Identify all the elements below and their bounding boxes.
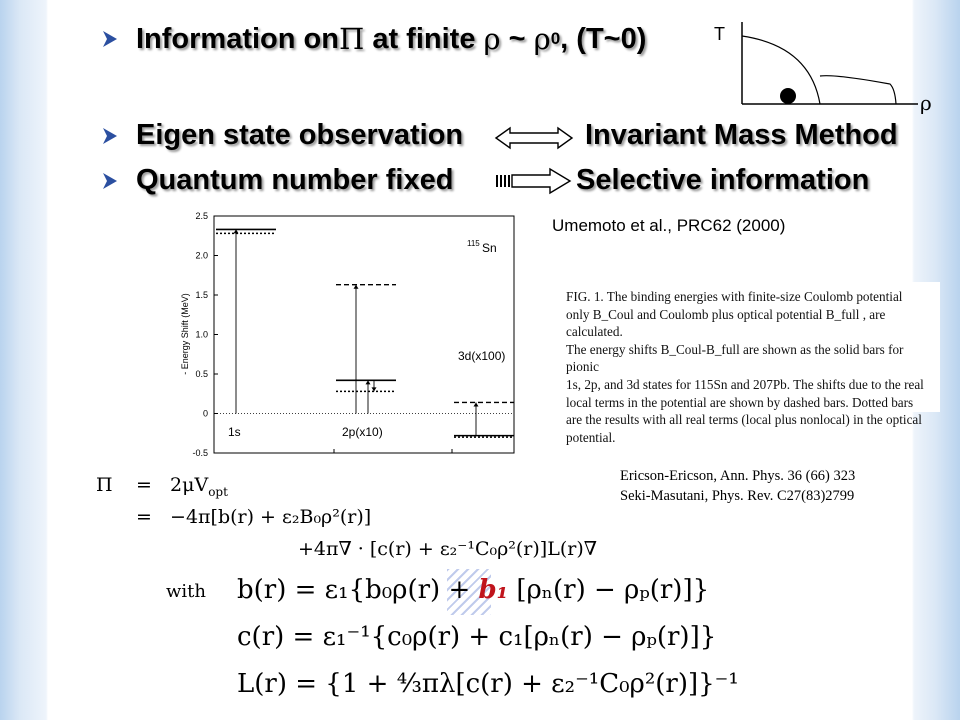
subscript: 0 xyxy=(550,29,561,48)
bullet-text: Selective information xyxy=(576,164,870,196)
nuclear-matter-point xyxy=(780,88,796,104)
energy-shift-chart: - Energy Shift (MeV) 2.5 2.0 1.5 1.0 0.5 0 -0.… xyxy=(180,211,515,458)
state-label: 2p(x10) xyxy=(342,425,383,439)
y-axis-label: - Energy Shift (MeV) xyxy=(180,293,190,375)
bullet-text: at finite xyxy=(364,22,484,55)
state-label: 1s xyxy=(228,425,241,439)
b-equation-end: [ρₙ(r) − ρₚ(r)]} xyxy=(508,575,710,605)
rho-symbol: ρ xyxy=(483,22,501,56)
nucleus-label: Sn xyxy=(482,241,497,255)
y-tick-label: 0 xyxy=(203,409,208,419)
bullet-text: Eigen state observation xyxy=(136,119,464,151)
with-label: with xyxy=(166,581,206,602)
caption-line: only B_Coul and Coulomb plus optical pot… xyxy=(566,306,886,340)
eq1-subscript: opt xyxy=(208,484,228,499)
pi-symbol: Π xyxy=(338,22,365,56)
arrow-bullet-icon xyxy=(103,127,117,144)
bullet-text: , (T~0) xyxy=(560,22,647,55)
y-tick-label: -0.5 xyxy=(192,448,208,458)
state-label: 3d(x100) xyxy=(458,349,505,363)
b-equation: b(r) = ε₁{b₀ρ(r) + b₁ [ρₙ(r) − ρₚ(r)]} xyxy=(237,575,709,605)
bullet-text: ~ xyxy=(500,22,534,55)
equation-line-1: = 2μVopt xyxy=(136,474,228,499)
caption-line: The energy shifts B_Coul-B_full are show… xyxy=(566,341,904,375)
eq1-text: = 2μV xyxy=(136,474,209,496)
bullet-eigen-state: Eigen state observation xyxy=(100,119,463,152)
caption-line: potential. xyxy=(566,429,616,445)
pi-symbol: Π xyxy=(96,474,113,496)
figure-caption: FIG. 1. The binding energies with finite… xyxy=(548,282,940,445)
c-equation: c(r) = ε₁⁻¹{c₀ρ(r) + c₁[ρₙ(r) − ρₚ(r)]} xyxy=(237,622,717,652)
bullet-text: Invariant Mass Method xyxy=(585,119,898,151)
arrow-bullet-icon xyxy=(103,172,117,189)
b-equation-start: b(r) = ε₁{b₀ρ(r) + xyxy=(237,575,479,605)
phase-boundary xyxy=(741,35,821,105)
striped-arrow-icon xyxy=(496,167,572,195)
ref-journal: PRC62 (2000) xyxy=(672,216,786,235)
ericson-reference: Ericson-Ericson, Ann. Phys. 36 (66) 323 xyxy=(620,468,856,484)
highlight-hatch xyxy=(447,569,491,615)
y-tick-label: 2.0 xyxy=(195,251,208,261)
y-tick-label: 1.5 xyxy=(195,290,208,300)
seki-reference: Seki-Masutani, Phys. Rev. C27(83)2799 xyxy=(620,488,855,504)
double-arrow-icon xyxy=(494,126,574,150)
arrow-head xyxy=(473,402,479,407)
bullet-invariant-mass: Invariant Mass Method xyxy=(585,119,898,152)
y-tick-label: 1.0 xyxy=(195,330,208,340)
phase-diagram: T ρ xyxy=(714,22,932,115)
arrow-head xyxy=(371,387,377,392)
y-tick-label: 0.5 xyxy=(195,369,208,379)
equation-line-3: +4π∇ · [c(r) + ε₂⁻¹C₀ρ²(r)]L(r)∇ xyxy=(298,538,597,560)
arrow-head xyxy=(365,380,371,385)
bullet-text: Quantum number fixed xyxy=(136,164,454,196)
caption-line: FIG. 1. The binding energies with finite… xyxy=(566,289,903,304)
caption-line: are the results with all real terms (loc… xyxy=(566,412,922,428)
t-axis-label: T xyxy=(714,24,725,44)
arrow-head xyxy=(353,284,359,289)
phase-boundary-2 xyxy=(819,75,897,105)
ref-authors: Umemoto et al., xyxy=(552,216,672,235)
umemoto-reference: Umemoto et al., PRC62 (2000) xyxy=(552,216,785,236)
bullet-selective: Selective information xyxy=(576,164,869,197)
bullet-quantum-number: Quantum number fixed xyxy=(100,164,453,197)
rho-symbol: ρ xyxy=(533,22,551,56)
nucleus-mass-label: 115 xyxy=(467,239,480,248)
bullet-text: Information on xyxy=(136,22,339,55)
caption-line: local terms in the potential are shown b… xyxy=(566,394,914,410)
rho-axis-label: ρ xyxy=(920,91,932,115)
b1-highlight: b₁ xyxy=(478,575,509,605)
l-equation: L(r) = {1 + ⁴⁄₃πλ[c(r) + ε₂⁻¹C₀ρ²(r)]}⁻¹ xyxy=(237,669,739,699)
y-tick-label: 2.5 xyxy=(195,211,208,221)
equation-line-2: = −4π[b(r) + ε₂B₀ρ²(r)] xyxy=(136,506,372,528)
plot-frame xyxy=(213,215,515,454)
arrow-head xyxy=(233,229,239,234)
arrow-bullet-icon xyxy=(103,31,117,47)
caption-line: 1s, 2p, and 3d states for 115Sn and 207P… xyxy=(566,376,924,392)
